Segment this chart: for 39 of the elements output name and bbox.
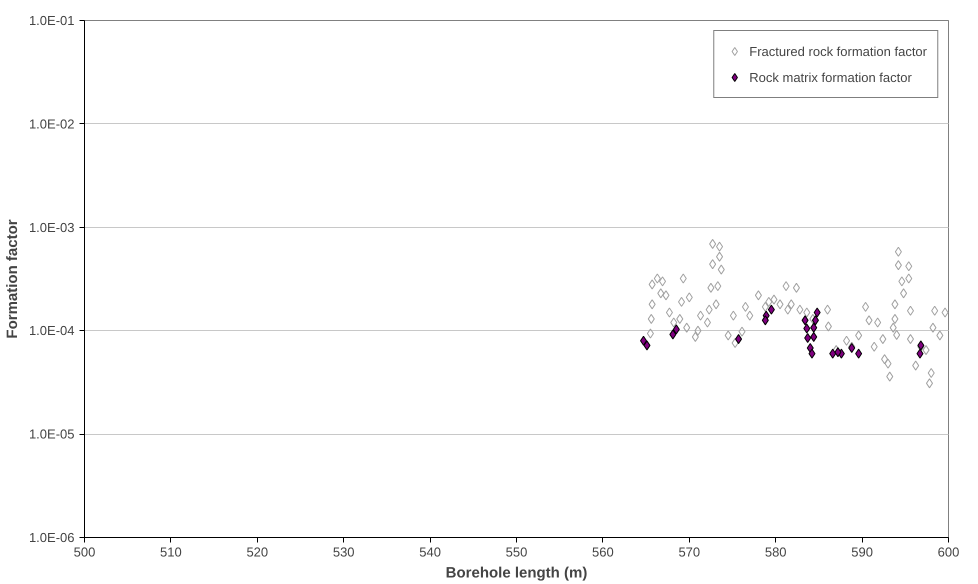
- legend-label: Rock matrix formation factor: [749, 70, 912, 84]
- point: [810, 332, 818, 342]
- point: [829, 348, 836, 359]
- x-tick-label: 530: [332, 544, 355, 560]
- x-tick-label: 570: [678, 544, 700, 560]
- x-tick-label: 590: [851, 544, 873, 560]
- point: [855, 348, 862, 359]
- point: [814, 307, 821, 318]
- point: [804, 333, 812, 343]
- y-tick-label: 1.0E-04: [28, 323, 75, 338]
- x-tick-label: 560: [592, 544, 614, 560]
- x-tick-label: 580: [764, 544, 787, 560]
- y-tick-label: 1.0E-02: [28, 116, 75, 132]
- point: [808, 348, 816, 359]
- y-tick-label: 1.0E-06: [28, 530, 75, 545]
- legend-label: Fractured rock formation factor: [749, 44, 927, 58]
- x-tick-label: 600: [938, 544, 960, 560]
- x-tick-label: 550: [506, 544, 528, 560]
- point: [812, 315, 819, 326]
- point: [672, 324, 680, 334]
- y-tick-label: 1.0E-05: [28, 426, 75, 442]
- point: [640, 336, 648, 346]
- point: [768, 304, 775, 315]
- x-tick-label: 520: [246, 544, 268, 560]
- y-tick-label: 1.0E-03: [28, 220, 75, 235]
- point: [643, 340, 650, 350]
- point: [803, 324, 810, 334]
- point: [735, 334, 742, 344]
- y-axis-title: Formation factor: [4, 219, 21, 339]
- point: [669, 329, 676, 340]
- y-tick-label: 1.0E-01: [28, 13, 75, 28]
- point: [762, 315, 769, 326]
- x-tick-label: 510: [160, 544, 182, 560]
- x-tick-label: 540: [419, 544, 441, 560]
- x-axis-title: Borehole length (m): [446, 564, 588, 582]
- point: [810, 322, 818, 333]
- point: [802, 315, 809, 326]
- x-tick-label: 500: [74, 544, 96, 560]
- point: [916, 348, 924, 359]
